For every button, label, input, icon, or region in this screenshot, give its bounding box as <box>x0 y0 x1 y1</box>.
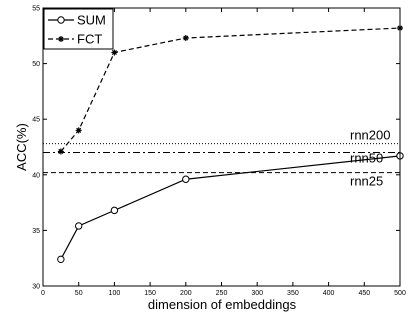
plot-frame <box>42 7 401 287</box>
x-tick-label: 350 <box>287 290 299 297</box>
reference-label-rnn50: rnn50 <box>350 151 383 166</box>
y-tick-label: 30 <box>32 284 40 291</box>
x-tick-label: 0 <box>41 290 45 297</box>
data-point-sum <box>57 255 65 264</box>
legend: SUM FCT <box>43 8 114 50</box>
y-tick-label: 55 <box>32 6 40 13</box>
data-point-fct <box>57 148 64 155</box>
data-point-fct <box>75 127 82 134</box>
y-tick-label: 50 <box>32 61 40 68</box>
series-line-sum <box>60 155 401 260</box>
y-tick-label: 45 <box>32 117 40 124</box>
x-axis: 0 50 100 150 200 250 300 350 400 450 500 <box>41 8 406 297</box>
x-tick-label: 300 <box>251 290 263 297</box>
data-point-sum <box>75 222 83 230</box>
x-tick-label: 150 <box>144 290 156 297</box>
x-axis-label: dimension of embeddings <box>148 297 297 312</box>
data-point-fct <box>182 35 189 42</box>
y-axis-label: ACC(%) <box>14 123 29 171</box>
x-tick-label: 500 <box>394 290 406 297</box>
legend-marker-fct <box>58 36 64 42</box>
series-layer <box>57 25 404 264</box>
y-tick-label: 35 <box>32 228 40 235</box>
reference-label-rnn25: rnn25 <box>350 174 383 189</box>
data-point-sum <box>182 175 190 183</box>
reference-label-rnn200: rnn200 <box>350 128 390 143</box>
legend-label-fct: FCT <box>77 32 102 47</box>
x-tick-label: 450 <box>358 290 370 297</box>
x-tick-label: 100 <box>109 290 121 297</box>
x-tick-label: 200 <box>180 290 192 297</box>
y-tick-label: 40 <box>32 172 40 179</box>
legend-box <box>43 8 114 50</box>
legend-label-sum: SUM <box>77 13 106 28</box>
data-point-sum <box>110 206 119 215</box>
reference-lines: rnn200 rnn50 rnn25 <box>43 128 400 189</box>
legend-marker-sum <box>57 16 65 24</box>
data-point-fct <box>111 49 118 56</box>
y-axis: 30 35 40 45 50 55 <box>32 6 400 291</box>
x-tick-label: 250 <box>216 290 228 297</box>
x-tick-label: 400 <box>323 290 335 297</box>
x-tick-label: 50 <box>75 290 83 297</box>
